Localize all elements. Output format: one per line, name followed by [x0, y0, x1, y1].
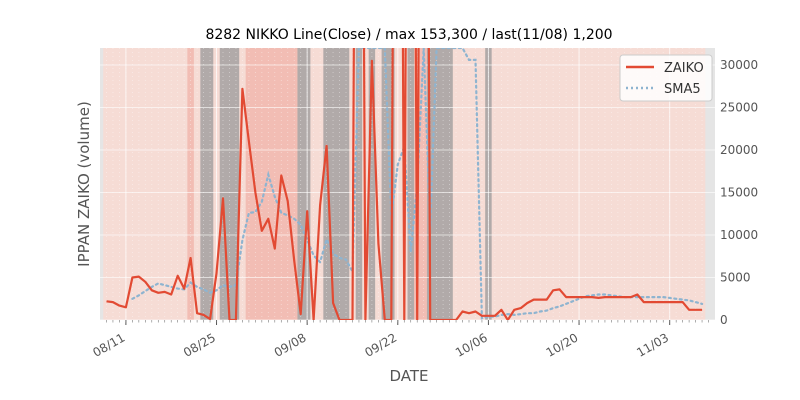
y-tick-label-6: 30000 — [720, 58, 758, 72]
series-lines — [106, 48, 704, 320]
x-tick-label-3: 09/22 — [362, 330, 399, 359]
y-tick-label-2: 10000 — [720, 228, 758, 242]
gray-band-1 — [219, 48, 240, 320]
gray-band-7 — [407, 48, 414, 320]
y-tick-label-4: 20000 — [720, 143, 758, 157]
series-line-zaiko — [106, 48, 703, 320]
gray-band-0 — [200, 48, 214, 320]
y-tick-label-3: 15000 — [720, 186, 758, 200]
x-tick-label-0: 08/11 — [90, 330, 127, 359]
x-tick-label-2: 09/08 — [272, 330, 309, 359]
red-band-0 — [187, 48, 194, 320]
chart-title: 8282 NIKKO Line(Close) / max 153,300 / l… — [205, 27, 612, 43]
y-tick-label-1: 5000 — [720, 271, 751, 285]
x-tick-label-5: 10/20 — [544, 330, 581, 359]
x-tick-label-6: 11/03 — [634, 330, 671, 359]
gray-band-4 — [355, 48, 363, 320]
legend-label-sma5: SMA5 — [664, 82, 701, 97]
x-tick-label-1: 08/25 — [181, 330, 218, 359]
y-tick-label-5: 25000 — [720, 101, 758, 115]
gray-band-5 — [368, 48, 376, 320]
x-axis-label: DATE — [389, 367, 428, 385]
y-tick-label-0: 0 — [720, 313, 728, 327]
x-tick-label-4: 10/06 — [453, 330, 490, 359]
legend: ZAIKO SMA5 — [619, 54, 713, 102]
legend-label-zaiko: ZAIKO — [664, 61, 704, 76]
y-axis-label: IPPAN ZAIKO (volume) — [75, 101, 93, 267]
